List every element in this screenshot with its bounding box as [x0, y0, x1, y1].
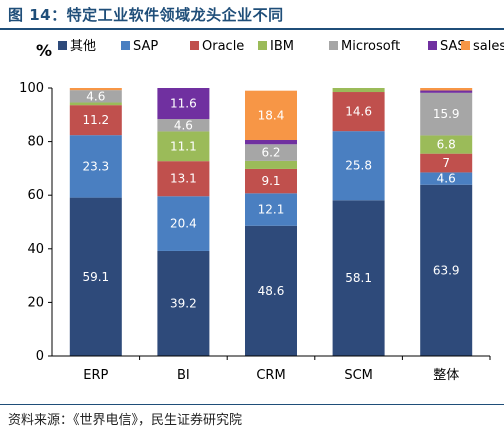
legend-label-6: salesforce — [473, 39, 504, 54]
bar-segment-0-3 — [69, 102, 122, 106]
bar-segment-1-0 — [157, 250, 210, 356]
data-label-1-5: 11.6 — [170, 97, 197, 111]
legend-label-3: IBM — [270, 39, 294, 54]
bar-segment-4-1 — [420, 172, 473, 185]
source-divider — [0, 404, 504, 405]
bar-segment-4-2 — [420, 153, 473, 173]
data-label-0-1: 23.3 — [82, 159, 109, 173]
source-note: 资料来源：《世界电信》，民生证券研究院 — [8, 413, 243, 428]
data-label-1-1: 20.4 — [170, 217, 197, 231]
bar-segment-3-3 — [332, 88, 385, 93]
data-label-0-0: 59.1 — [82, 270, 109, 284]
bar-segment-4-3 — [420, 135, 473, 154]
data-label-1-4: 4.6 — [174, 118, 193, 132]
x-axis: ERP BI CRM SCM 整体 — [52, 355, 491, 383]
legend-label-2: Oracle — [202, 39, 244, 54]
bar-segment-2-5 — [245, 139, 297, 145]
bar-segment-4-0 — [420, 184, 473, 356]
unit-label: % — [36, 41, 52, 60]
data-label-3-1: 25.8 — [345, 159, 372, 173]
legend-swatch-6 — [461, 41, 470, 50]
y-tick-label-1: 20 — [27, 295, 44, 310]
legend-label-1: SAP — [133, 39, 158, 54]
data-label-4-3: 6.8 — [437, 138, 456, 152]
x-tick-label-0: ERP — [83, 368, 108, 383]
bar-segment-0-6 — [69, 88, 122, 91]
legend: 其他 SAP Oracle IBM Microsoft SAS salesforce — [58, 39, 504, 54]
chart-title: 图 14：特定工业软件领域龙头企业不同 — [8, 6, 284, 24]
x-tick-label-2: CRM — [256, 368, 285, 383]
bar-segment-3-2 — [332, 92, 385, 132]
bar-segment-2-6 — [245, 90, 297, 140]
bar-segment-3-1 — [332, 131, 385, 201]
legend-swatch-1 — [121, 41, 130, 50]
bar-segment-0-2 — [69, 105, 122, 136]
data-label-0-4: 4.6 — [86, 89, 105, 103]
data-label-3-0: 58.1 — [345, 271, 372, 285]
bar-segment-4-5 — [420, 90, 473, 93]
bar-segment-2-0 — [245, 225, 297, 356]
data-label-4-4: 15.9 — [433, 107, 460, 121]
data-label-1-0: 39.2 — [170, 296, 197, 310]
legend-label-4: Microsoft — [341, 39, 400, 54]
legend-swatch-3 — [258, 41, 267, 50]
bar-segment-1-3 — [157, 131, 210, 162]
bar-segment-4-4 — [420, 92, 473, 136]
bar-segment-3-0 — [332, 200, 385, 356]
title-divider — [0, 28, 504, 30]
bar-segment-4-6 — [420, 88, 473, 91]
bar-segment-2-1 — [245, 193, 297, 226]
data-label-4-2: 7 — [442, 156, 450, 170]
data-label-2-4: 6.2 — [261, 146, 280, 160]
bar-segment-1-2 — [157, 161, 210, 197]
y-tick-label-3: 60 — [27, 188, 44, 203]
bar-segment-0-1 — [69, 135, 122, 198]
data-label-2-2: 9.1 — [261, 174, 280, 188]
legend-swatch-2 — [190, 41, 199, 50]
bar-segment-1-5 — [157, 88, 210, 120]
data-label-4-0: 63.9 — [433, 263, 460, 277]
bar-segment-0-4 — [69, 90, 122, 103]
y-tick-label-4: 80 — [27, 135, 44, 150]
legend-swatch-5 — [428, 41, 437, 50]
x-tick-label-3: SCM — [344, 368, 373, 383]
x-tick-label-1: BI — [177, 368, 190, 383]
legend-swatch-4 — [329, 41, 338, 50]
data-label-0-2: 11.2 — [82, 113, 109, 127]
data-label-1-2: 13.1 — [170, 172, 197, 186]
y-axis: 0 20 40 60 80 100 — [19, 81, 53, 364]
data-label-2-0: 48.6 — [258, 284, 285, 298]
bar-segment-0-0 — [69, 197, 122, 356]
bar-segment-2-3 — [245, 160, 297, 169]
y-tick-label-2: 40 — [27, 242, 44, 257]
legend-label-5: SAS — [440, 39, 466, 54]
y-tick-label-5: 100 — [19, 81, 44, 96]
x-tick-label-4: 整体 — [433, 368, 459, 383]
bar-segment-1-1 — [157, 196, 210, 251]
bar-segment-2-2 — [245, 168, 297, 194]
legend-label-0: 其他 — [70, 39, 96, 54]
bar-segment-1-4 — [157, 119, 210, 132]
y-tick-label-0: 0 — [36, 349, 44, 364]
data-label-1-3: 11.1 — [170, 139, 197, 153]
data-label-3-2: 14.6 — [345, 105, 372, 119]
bars: 59.1 23.3 11.2 4.6 39.2 20.4 13.1 11.1 4.6 11.6 48… — [69, 88, 473, 356]
data-label-2-1: 12.1 — [258, 203, 285, 217]
data-label-2-6: 18.4 — [258, 108, 285, 122]
data-label-4-1: 4.6 — [437, 172, 456, 186]
bar-segment-2-4 — [245, 144, 297, 161]
legend-swatch-0 — [58, 41, 67, 50]
